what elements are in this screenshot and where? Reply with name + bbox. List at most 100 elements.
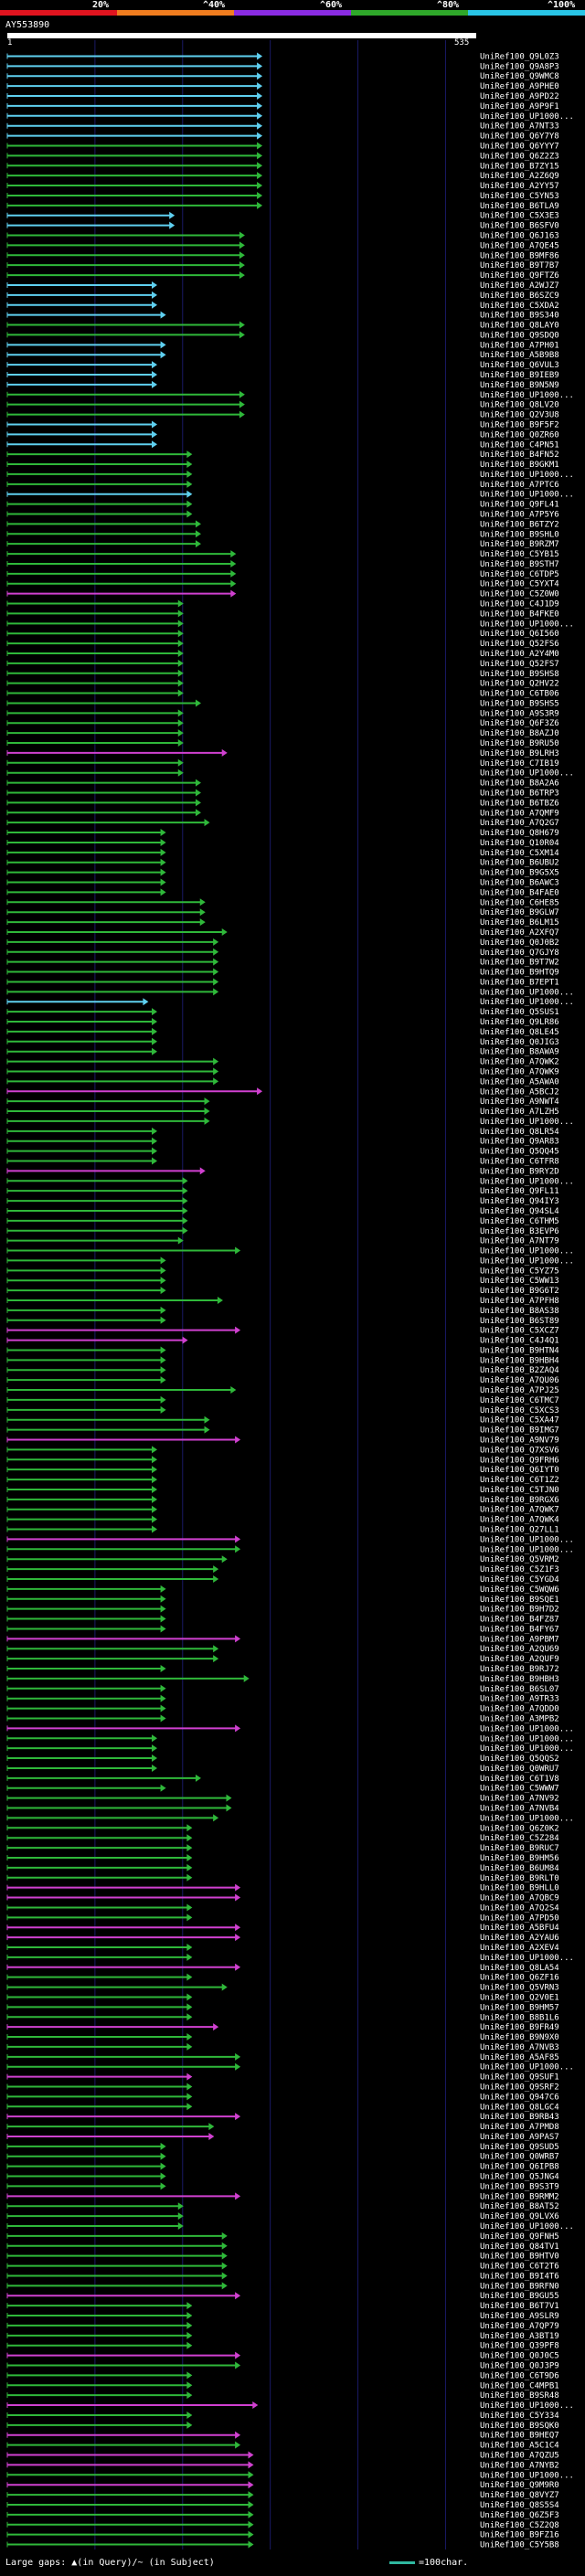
hit-row: UniRef100_A5C1C4 [6, 2441, 559, 2451]
hit-row: UniRef100_A7QWK2 [6, 1057, 559, 1067]
hit-row: UniRef100_C6TFR8 [6, 1157, 559, 1167]
hit-label: UniRef100_Q8LGC4 [480, 2103, 559, 2112]
hit-label: UniRef100_UP1000... [480, 1744, 574, 1754]
hit-arrow-icon [186, 500, 193, 508]
query-gap-label: (in Query) [77, 2558, 133, 2568]
hit-arrow-icon [257, 111, 263, 120]
hit-row: UniRef100_A7QWK9 [6, 1067, 559, 1076]
hit-label: UniRef100_UP1000... [480, 112, 574, 122]
hit-arrow-icon [235, 2361, 241, 2369]
hit-arrow-icon [177, 758, 184, 767]
hit-arrow-icon [248, 2500, 254, 2508]
hit-row: UniRef100_A9TR33 [6, 1694, 559, 1704]
hit-label: UniRef100_Q52FS7 [480, 660, 559, 669]
hit-arrow-icon [186, 2302, 193, 2310]
hit-label: UniRef100_B9S3T9 [480, 2182, 559, 2191]
hit-label: UniRef100_A7NVB4 [480, 1805, 559, 1814]
hit-arrow-icon [204, 1108, 210, 1116]
hit-arrow-icon [160, 1605, 166, 1613]
hit-row: UniRef100_A9PHE0 [6, 82, 559, 91]
hit-row: UniRef100_B9RMM2 [6, 2192, 559, 2201]
hit-row: UniRef100_C6TB06 [6, 689, 559, 699]
hit-label: UniRef100_C5XCZ7 [480, 1327, 559, 1336]
hit-label: UniRef100_Q8LV20 [480, 401, 559, 410]
hit-arrow-icon [199, 1167, 206, 1175]
hit-label: UniRef100_C6TB06 [480, 690, 559, 699]
hit-label: UniRef100_Q9SUF1 [480, 2073, 559, 2083]
hit-label: UniRef100_UP1000... [480, 988, 574, 997]
hit-arrow-icon [186, 2331, 193, 2339]
hit-arrow-icon [160, 1306, 166, 1314]
hit-label: UniRef100_A9PAS7 [480, 2133, 559, 2142]
hit-label: UniRef100_B9GLW7 [480, 908, 559, 917]
hit-arrow-icon [248, 2540, 254, 2549]
hit-label: UniRef100_C5YZ75 [480, 1267, 559, 1276]
hit-arrow-icon [235, 2062, 241, 2071]
hit-row: UniRef100_Q6IPB8 [6, 2162, 559, 2172]
hit-row: UniRef100_Q8LGC4 [6, 2103, 559, 2112]
hit-arrow-icon [160, 1366, 166, 1374]
hit-row: UniRef100_B9F5F2 [6, 420, 559, 429]
hit-row: UniRef100_UP1000... [6, 1545, 574, 1554]
hit-label: UniRef100_Q8S5S4 [480, 2501, 559, 2510]
hit-row: UniRef100_Q5SUS1 [6, 1008, 559, 1017]
hit-arrow-icon [160, 1316, 166, 1324]
hit-row: UniRef100_Q8S5S4 [6, 2500, 559, 2510]
hit-label: UniRef100_Q9FNH5 [480, 2232, 559, 2242]
hit-label: UniRef100_C5Y334 [480, 2412, 559, 2421]
hit-row: UniRef100_Q9L0Z3 [6, 52, 559, 61]
hit-arrow-icon [186, 1873, 193, 1882]
hit-row: UniRef100_Q0ZR60 [6, 430, 559, 440]
hit-row: UniRef100_C5XA47 [6, 1415, 559, 1426]
hit-label: UniRef100_Q52FS6 [480, 640, 559, 649]
hit-arrow-icon [177, 1236, 184, 1245]
hit-row: UniRef100_B9IEB9 [6, 371, 559, 380]
hit-row: UniRef100_B9G6T2 [6, 1287, 559, 1296]
hit-row: UniRef100_Q52FS6 [6, 640, 559, 649]
hit-row: UniRef100_B9RUC7 [6, 1844, 559, 1853]
hit-arrow-icon [213, 938, 219, 946]
hit-arrow-icon [204, 1097, 210, 1106]
hit-arrow-icon [182, 1187, 188, 1195]
hit-label: UniRef100_C5Z1F3 [480, 1565, 559, 1574]
hit-row: UniRef100_B9SR48 [6, 2391, 559, 2401]
hit-arrow-icon [152, 1446, 158, 1454]
hit-arrow-icon [257, 182, 263, 190]
query-name: AY553890 [5, 20, 50, 30]
hit-arrow-icon [213, 988, 219, 996]
hit-arrow-icon [235, 1724, 241, 1733]
hit-row: UniRef100_Q8LV20 [6, 400, 559, 410]
hit-arrow-icon [221, 2282, 228, 2290]
hit-arrow-icon [152, 1008, 158, 1016]
hit-arrow-icon [160, 311, 166, 319]
hit-arrow-icon [177, 2202, 184, 2210]
hit-row: UniRef100_B8AZJ0 [6, 729, 559, 738]
hit-label: UniRef100_C5YN53 [480, 192, 559, 201]
hit-arrow-icon [160, 2172, 166, 2180]
hit-arrow-icon [186, 1844, 193, 1852]
hit-arrow-icon [235, 2052, 241, 2061]
hit-label: UniRef100_Q6F3Z6 [480, 719, 559, 728]
hit-label: UniRef100_UP1000... [480, 1177, 574, 1186]
scale-label: ^40% [203, 0, 226, 10]
hit-arrow-icon [182, 1177, 188, 1185]
hit-row: UniRef100_C5Z0W0 [6, 589, 559, 599]
hit-arrow-icon [177, 630, 184, 638]
hit-row: UniRef100_C6HE85 [6, 898, 559, 907]
scale-segment [0, 10, 117, 16]
hit-arrow-icon [160, 1714, 166, 1723]
hit-arrow-icon [195, 779, 201, 787]
hit-arrow-icon [217, 1297, 223, 1304]
hit-arrow-icon [177, 599, 184, 608]
hit-row: UniRef100_A7QMF9 [6, 809, 559, 818]
hit-label: UniRef100_A7PTC6 [480, 481, 559, 490]
hit-arrow-icon [213, 1574, 219, 1583]
hit-label: UniRef100_A2YY57 [480, 182, 559, 191]
hit-label: UniRef100_B9HM57 [480, 2003, 559, 2012]
hit-label: UniRef100_B6TLA9 [480, 202, 559, 211]
hit-row: UniRef100_Q5QQS2 [6, 1754, 559, 1764]
hit-row: UniRef100_B9SQK0 [6, 2421, 559, 2431]
hit-label: UniRef100_B9HEQ7 [480, 2432, 559, 2441]
hit-arrow-icon [186, 2003, 193, 2011]
hit-label: UniRef100_A7QBC9 [480, 1894, 559, 1903]
